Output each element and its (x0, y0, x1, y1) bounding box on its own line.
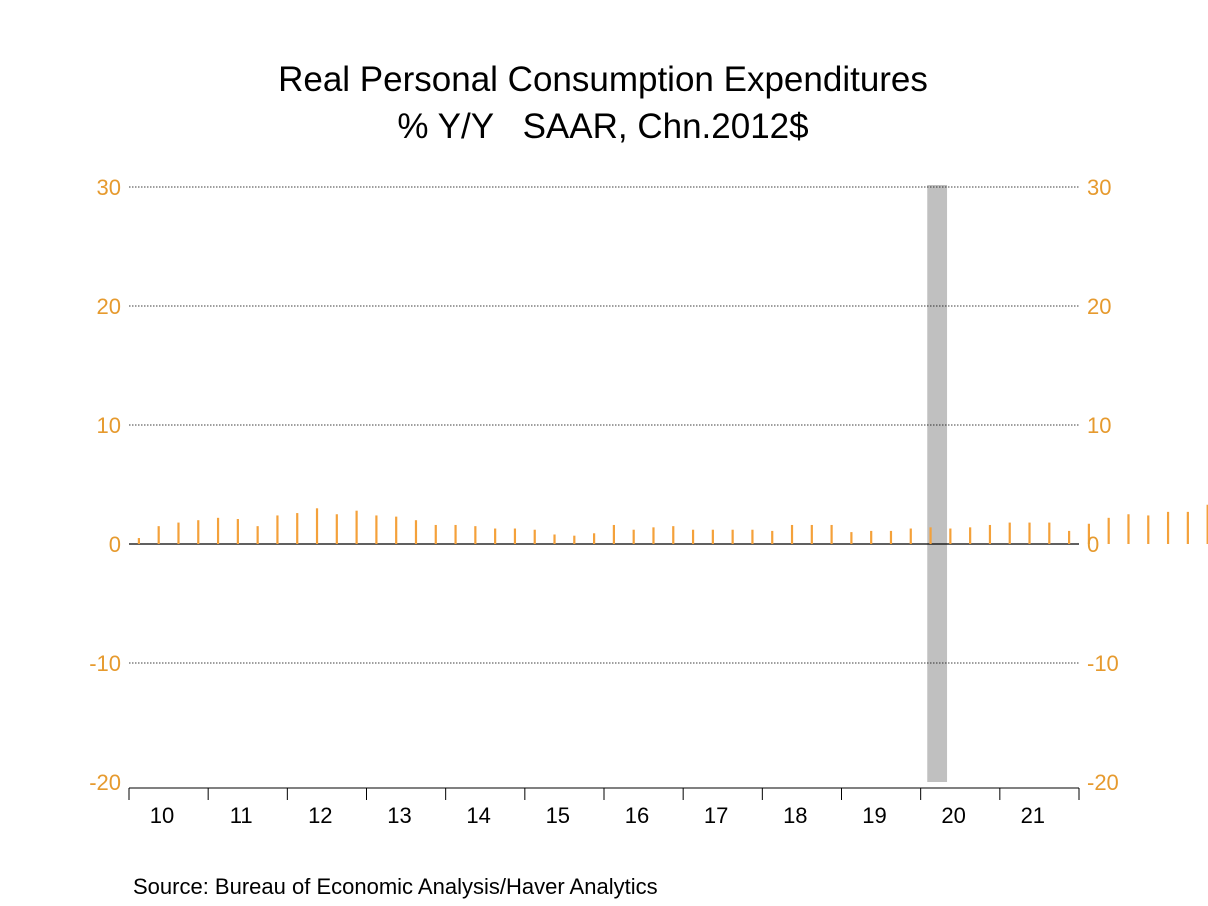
bar (1008, 522, 1011, 544)
bar (593, 533, 596, 544)
x-tick-label: 15 (546, 803, 570, 828)
y-tick-label-right: -20 (1087, 770, 1119, 795)
y-tick-label-right: 20 (1087, 294, 1111, 319)
y-tick-label-left: 20 (97, 294, 121, 319)
bar (137, 538, 140, 544)
bar (177, 522, 180, 544)
chart-subtitle: % Y/Y SAAR, Chn.2012$ (397, 107, 808, 146)
x-tick-label: 10 (150, 803, 174, 828)
y-axis-right-labels: 30 20 10 0 -10 -20 (1087, 175, 1119, 795)
bar (612, 524, 615, 544)
bar (1087, 523, 1090, 544)
y-tick-label-left: -10 (89, 651, 121, 676)
bar (1107, 517, 1110, 544)
bar (870, 530, 873, 544)
gridlines (129, 186, 1079, 664)
bar (355, 510, 358, 544)
bar (672, 526, 675, 544)
bar (949, 528, 952, 544)
bar (889, 530, 893, 544)
chart-title: Real Personal Consumption Expenditures (278, 60, 928, 99)
recession-shading-layer (927, 185, 948, 782)
x-tick-label: 19 (862, 803, 886, 828)
bar (513, 528, 517, 544)
x-tick-label: 14 (466, 803, 490, 828)
x-tick-label: 18 (783, 803, 807, 828)
bar (751, 529, 754, 544)
bar (711, 529, 714, 544)
bar (810, 524, 813, 544)
y-tick-label-left: 0 (109, 532, 121, 557)
bar (1068, 530, 1071, 544)
x-tick-label: 13 (387, 803, 411, 828)
bar (909, 528, 912, 544)
bar (1147, 515, 1150, 544)
x-axis-labels: 10 11 12 13 14 15 16 17 18 19 20 21 (150, 803, 1045, 828)
bar (553, 534, 556, 544)
bar (414, 520, 418, 544)
bar (1186, 511, 1189, 544)
x-tick-label: 21 (1021, 803, 1045, 828)
y-tick-label-right: -10 (1087, 651, 1119, 676)
bar (573, 535, 576, 544)
bar (850, 532, 853, 544)
y-tick-label-left: 10 (97, 413, 121, 438)
bar (533, 529, 536, 544)
bar (1028, 522, 1031, 544)
bar (969, 527, 972, 544)
x-tick-label: 11 (230, 803, 253, 828)
bar (315, 508, 319, 544)
x-tick-label: 16 (625, 803, 649, 828)
bar (494, 528, 497, 544)
bar (830, 524, 833, 544)
x-tick-label: 12 (308, 803, 332, 828)
y-tick-label-right: 0 (1087, 532, 1099, 557)
bar (691, 529, 695, 544)
bar (335, 514, 338, 544)
bar (236, 519, 239, 544)
recession-band (927, 185, 948, 782)
bar (1127, 514, 1130, 544)
y-tick-label-left: -20 (89, 770, 121, 795)
x-tick-label: 20 (941, 803, 965, 828)
bar (454, 524, 457, 544)
bar (256, 526, 259, 544)
bar (632, 529, 635, 544)
source-note: Source: Bureau of Economic Analysis/Have… (133, 874, 658, 899)
bar (375, 515, 378, 544)
bar (276, 515, 279, 544)
bar (1166, 511, 1170, 544)
y-tick-label-right: 30 (1087, 175, 1111, 200)
y-tick-label-left: 30 (97, 175, 121, 200)
bar (157, 526, 160, 544)
bar (771, 530, 774, 544)
bar (434, 524, 437, 544)
bar (1048, 522, 1051, 544)
bar (474, 526, 477, 544)
y-axis-left-labels: 30 20 10 0 -10 -20 (89, 175, 121, 795)
bar (929, 527, 932, 544)
bar (790, 524, 794, 544)
bar (731, 529, 734, 544)
bar (216, 517, 220, 544)
x-axis (128, 787, 1080, 800)
x-tick-label: 17 (704, 803, 728, 828)
bar (988, 524, 992, 544)
bar (652, 527, 655, 544)
bar (395, 516, 398, 544)
bar (296, 513, 299, 544)
bars (137, 504, 1208, 544)
bar (197, 520, 200, 544)
y-tick-label-right: 10 (1087, 413, 1111, 438)
bar (1206, 504, 1208, 544)
